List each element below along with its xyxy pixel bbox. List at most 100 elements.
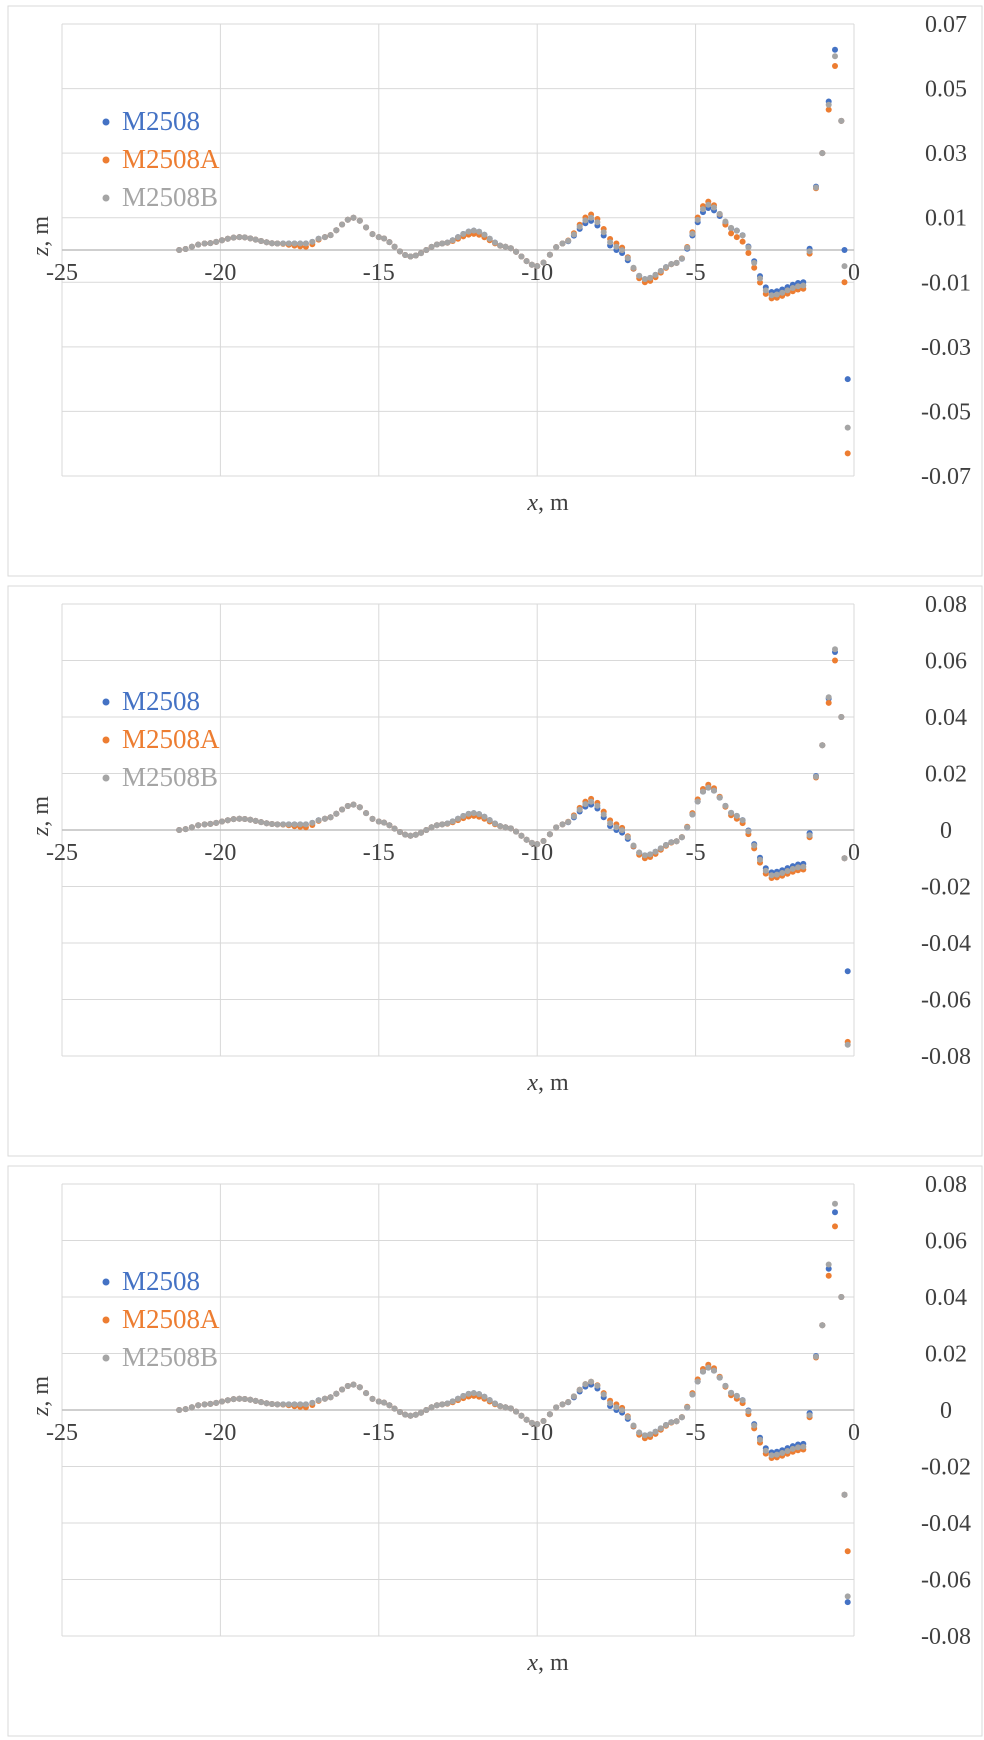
data-point [779, 870, 786, 876]
data-point [363, 224, 370, 231]
data-point [652, 1428, 659, 1435]
data-point [528, 839, 535, 846]
data-point [396, 829, 403, 835]
y-tick-label: -0.02 [921, 875, 971, 901]
data-point [481, 1393, 488, 1400]
data-point [800, 863, 807, 870]
x-tick-label: -5 [686, 1420, 706, 1446]
data-point [269, 240, 275, 247]
data-point [182, 826, 189, 833]
data-point [339, 1386, 346, 1393]
data-point [470, 1390, 477, 1397]
data-point [428, 1404, 435, 1411]
data-point [263, 820, 270, 827]
data-point [407, 832, 414, 839]
legend-marker [102, 698, 110, 706]
data-point [486, 235, 493, 242]
legend-label: M2508A [122, 144, 220, 174]
data-point [559, 1401, 566, 1408]
data-point [652, 848, 659, 855]
data-point [773, 871, 780, 878]
data-point [302, 1401, 309, 1408]
data-point [247, 235, 254, 242]
data-point [789, 285, 796, 291]
data-point [369, 1395, 376, 1402]
data-point [428, 824, 435, 831]
legend-marker [102, 1354, 110, 1362]
y-tick-label: -0.02 [921, 1455, 971, 1481]
data-point [219, 237, 225, 244]
legend: M2508 M2508A M2508B [102, 686, 220, 792]
data-point [684, 824, 691, 831]
data-point [630, 1422, 637, 1429]
data-point [768, 292, 775, 299]
data-point [224, 235, 231, 242]
data-point [381, 1399, 388, 1406]
data-point [684, 244, 691, 251]
data-point [460, 813, 467, 819]
data-point [838, 714, 845, 720]
data-point [789, 865, 796, 872]
data-point [751, 842, 758, 849]
data-point [636, 272, 643, 279]
data-point [745, 828, 752, 835]
x-axis-title-var: x [526, 1650, 538, 1676]
data-point [321, 234, 328, 241]
data-point [465, 1390, 472, 1397]
data-point [375, 234, 382, 241]
data-point [844, 1548, 851, 1555]
data-point [795, 283, 801, 290]
data-point [518, 832, 525, 839]
data-point [309, 819, 316, 826]
data-point [832, 63, 838, 69]
data-point [230, 1396, 237, 1403]
x-tick-label: -15 [363, 260, 395, 286]
data-point [309, 1399, 316, 1406]
panel-frame [7, 585, 983, 1157]
data-point [224, 1397, 231, 1404]
data-point [507, 825, 514, 832]
data-point [230, 816, 237, 823]
data-point [439, 240, 446, 247]
data-point [844, 968, 851, 975]
y-axis-title-unit: , m [28, 216, 54, 247]
data-point [722, 802, 729, 809]
data-point [841, 247, 848, 253]
data-point [263, 239, 270, 246]
data-point [182, 1406, 189, 1413]
y-tick-label: -0.07 [921, 464, 971, 490]
data-point [540, 838, 547, 844]
data-point [344, 803, 351, 809]
data-point [739, 238, 746, 245]
data-point [481, 231, 488, 238]
data-point [502, 1404, 509, 1411]
data-point [528, 1419, 535, 1426]
data-point [745, 244, 752, 251]
x-tick-label: -25 [46, 260, 78, 286]
x-axis-title: x, m [526, 1650, 569, 1676]
data-point [728, 224, 735, 231]
series-M2508B [176, 53, 851, 431]
y-tick-label: -0.05 [921, 399, 971, 425]
data-point [252, 817, 259, 824]
data-point [700, 1368, 706, 1375]
data-point [795, 864, 801, 871]
data-point [258, 1399, 265, 1406]
y-tick-label: 0 [940, 818, 952, 844]
data-point [565, 237, 572, 244]
data-point [757, 1436, 763, 1443]
data-point [476, 228, 483, 235]
data-point [844, 376, 851, 383]
data-point [523, 836, 530, 843]
y-tick-label: 0.06 [925, 1229, 967, 1255]
data-point [439, 821, 446, 828]
data-point [502, 824, 509, 831]
data-point [757, 275, 763, 282]
data-point [700, 788, 706, 795]
data-point [280, 1401, 287, 1408]
chart-panel-2: -25 -20 -15 -10 -5 0 -0.08 -0.06 -0.04 -0.02 0 0.02… [0, 580, 984, 1160]
data-point [841, 279, 848, 286]
data-point [418, 829, 424, 836]
data-point [465, 228, 472, 235]
data-point [344, 216, 351, 223]
